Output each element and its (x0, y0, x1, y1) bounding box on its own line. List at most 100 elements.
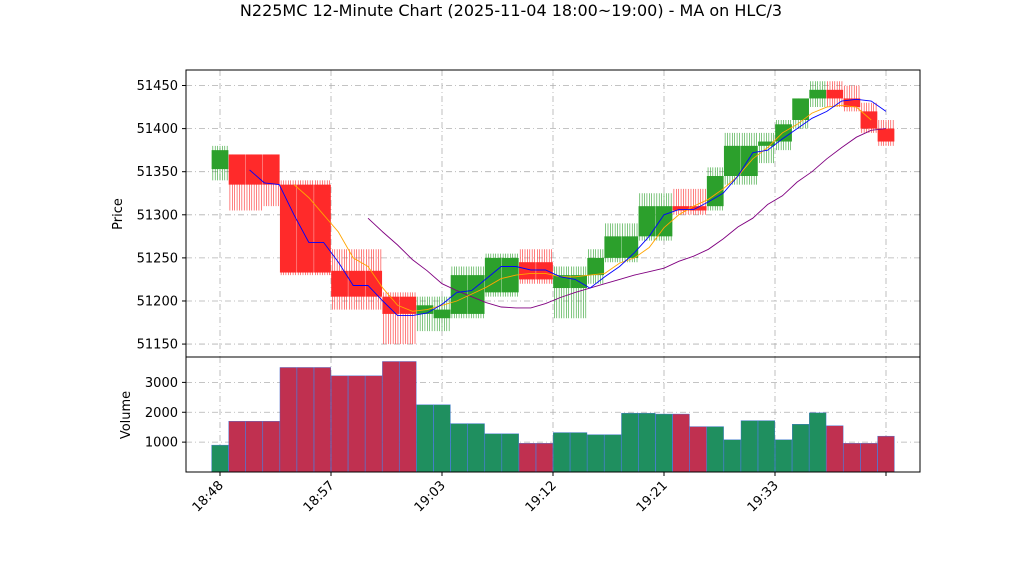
candle-body (450, 275, 468, 314)
volume-bar (262, 421, 280, 473)
volume-y-ticks: 1000 2000 3000 (145, 376, 186, 451)
candle-body (484, 257, 502, 293)
candle-body (433, 309, 451, 319)
price-axis-label: Price (111, 198, 126, 230)
candle-body (672, 206, 690, 211)
time-tick-label: 19:12 (523, 478, 560, 515)
volume-bar (279, 367, 297, 473)
volume-bar (245, 421, 263, 473)
candle-body (826, 89, 844, 99)
time-x-ticks: 18:48 18:57 19:03 19:12 19:21 19:33 (190, 472, 887, 515)
candle-body (843, 98, 861, 108)
volume-bar (587, 434, 605, 473)
candle-body (877, 128, 895, 142)
volume-bar (723, 439, 741, 473)
candle-body (741, 145, 758, 177)
volume-bar (621, 412, 639, 473)
volume-bar (228, 421, 246, 473)
candle-body (467, 275, 485, 314)
volume-bar (484, 433, 502, 473)
price-tick-label: 51200 (137, 294, 178, 309)
volume-bar (552, 432, 571, 473)
candle-body (211, 150, 229, 170)
volume-bar (826, 425, 844, 473)
candle-body (792, 98, 809, 120)
volume-bar (740, 420, 758, 473)
volume-bar (433, 404, 451, 473)
price-candles (211, 81, 895, 345)
volume-bar (792, 424, 810, 473)
candle-body (809, 89, 827, 99)
candle-body (399, 296, 417, 314)
price-tick-label: 51450 (137, 79, 178, 94)
candle-body (519, 262, 536, 280)
candle-body (245, 154, 263, 185)
volume-bar (535, 443, 554, 473)
volume-bar (382, 361, 400, 473)
volume-bar (638, 412, 656, 473)
volume-tick-label: 2000 (145, 406, 178, 421)
volume-tick-label: 1000 (145, 436, 178, 451)
price-y-ticks: 51150 51200 51250 51300 51350 51400 51450 (137, 79, 186, 353)
candle-body (297, 184, 314, 273)
volume-bar (211, 444, 229, 473)
candle-body (621, 236, 639, 258)
ma-mid-line (293, 104, 872, 312)
volume-bar (877, 435, 895, 473)
volume-bar (518, 443, 536, 473)
candle-body (228, 154, 246, 185)
volume-bar (689, 426, 707, 473)
price-tick-label: 51150 (137, 338, 178, 353)
volume-tick-label: 3000 (145, 376, 178, 391)
volume-axis-label: Volume (119, 391, 134, 439)
volume-bars (211, 361, 895, 473)
candle-body (638, 206, 656, 237)
volume-bar (655, 413, 673, 473)
volume-bar (296, 367, 314, 473)
volume-bar (399, 361, 417, 473)
volume-bar (416, 404, 434, 473)
candle-body (655, 206, 673, 237)
candle-body (348, 270, 365, 297)
candle-body (331, 270, 348, 297)
volume-bar (672, 413, 690, 473)
volume-bar (570, 432, 588, 473)
time-tick-label: 19:33 (745, 478, 782, 515)
candle-body (689, 206, 707, 211)
volume-bar (348, 375, 366, 473)
candle-body (860, 111, 878, 129)
volume-bar (501, 433, 519, 473)
volume-bar (604, 434, 622, 473)
chart-title: N225MC 12-Minute Chart (2025-11-04 18:00… (240, 1, 782, 20)
volume-panel: 1000 2000 3000 Volume 18:48 18:57 19:03 19:12… (119, 356, 921, 515)
candle-body (262, 154, 280, 185)
candle-body (706, 176, 724, 207)
candle-body (587, 257, 605, 276)
volume-bar (774, 439, 793, 473)
volume-bar (860, 443, 878, 473)
candle-body (314, 184, 331, 273)
candle-body (775, 124, 792, 142)
price-tick-label: 51250 (137, 251, 178, 266)
price-panel: 51150 51200 51250 51300 51350 51400 51450 Pric… (111, 69, 921, 358)
volume-bar (757, 420, 776, 473)
volume-bar (843, 443, 861, 473)
time-tick-label: 19:21 (634, 478, 671, 515)
candle-body (553, 275, 570, 289)
ma-slow-line (367, 128, 887, 309)
time-tick-label: 18:57 (301, 478, 338, 515)
candle-body (723, 145, 741, 177)
candle-body (536, 262, 553, 280)
candle-body (758, 141, 775, 146)
candle-body (382, 296, 400, 314)
volume-bar (809, 412, 827, 473)
volume-bar (467, 423, 485, 473)
ma-fast-line (249, 98, 887, 317)
volume-bar (313, 367, 332, 473)
price-tick-label: 51350 (137, 165, 178, 180)
price-tick-label: 51400 (137, 122, 178, 137)
time-tick-label: 19:03 (412, 478, 449, 515)
volume-bar (330, 375, 349, 473)
